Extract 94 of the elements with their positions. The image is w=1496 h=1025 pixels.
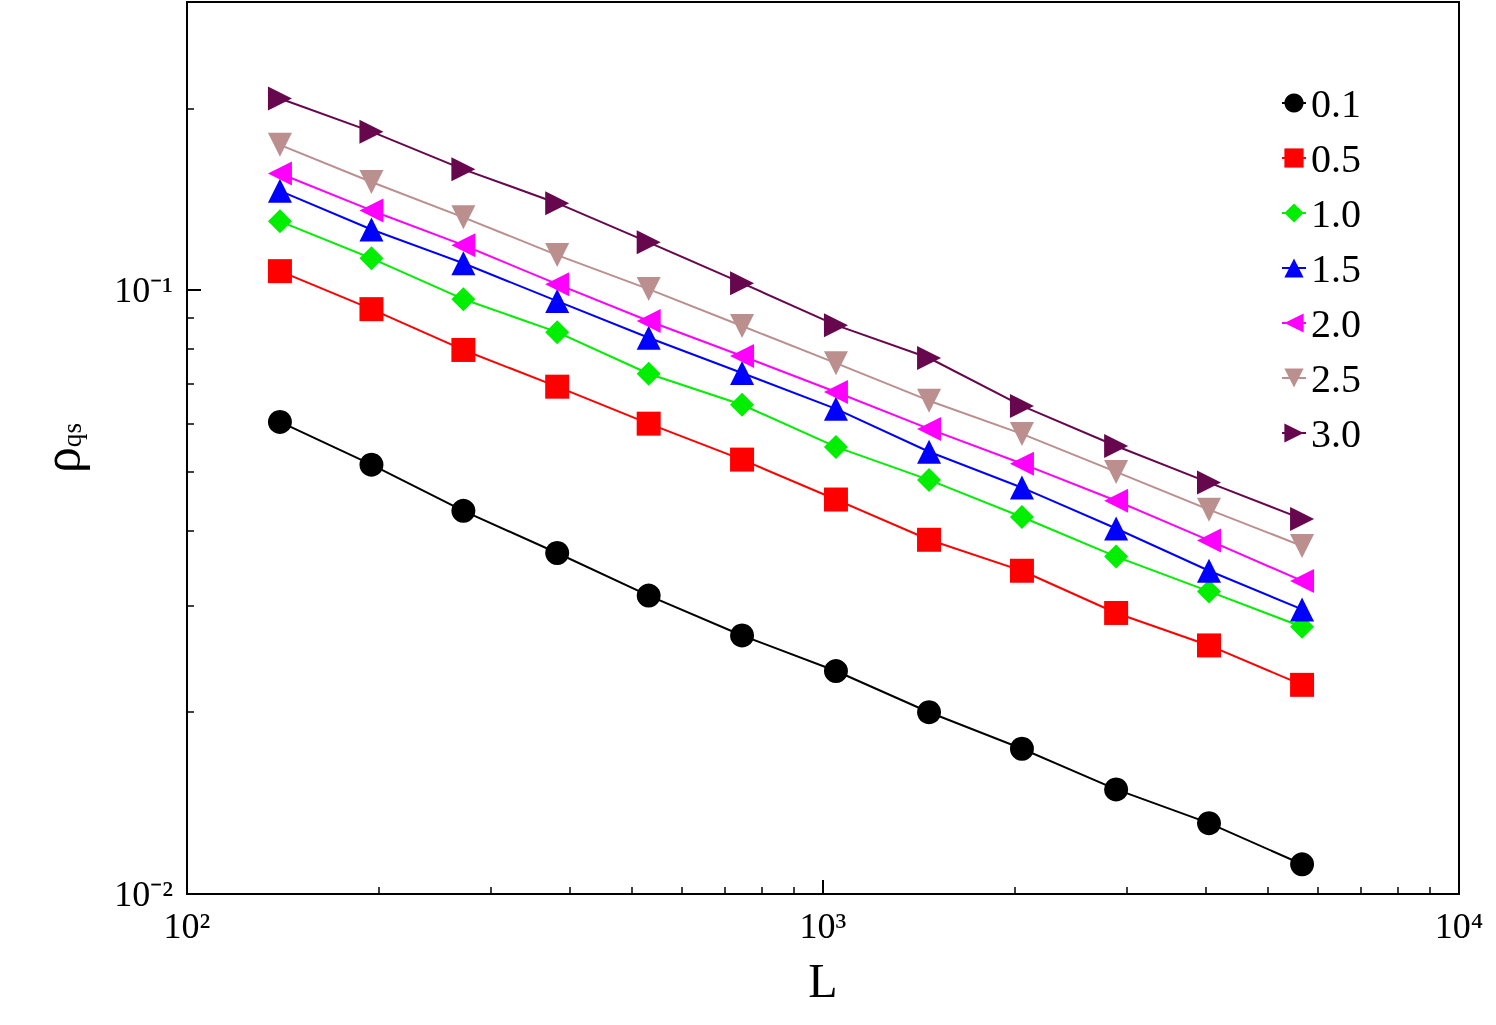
point <box>730 361 755 386</box>
point <box>636 411 661 436</box>
point <box>267 259 292 284</box>
point <box>545 243 570 268</box>
point <box>267 86 292 111</box>
point <box>545 541 570 565</box>
point <box>730 623 755 648</box>
point <box>1290 533 1315 558</box>
point <box>267 132 292 157</box>
point <box>730 271 755 296</box>
point <box>823 351 848 376</box>
point <box>451 287 476 312</box>
point <box>359 119 384 144</box>
point <box>1104 459 1129 484</box>
point <box>917 700 942 725</box>
point <box>1009 558 1034 583</box>
x-axis-title: L <box>808 953 838 1007</box>
point <box>1197 470 1221 495</box>
point <box>636 361 661 386</box>
point <box>359 246 384 271</box>
point <box>1197 497 1221 522</box>
point <box>1009 475 1034 500</box>
point <box>545 289 570 314</box>
point <box>359 198 384 223</box>
legend-label: 2.0 <box>1311 300 1361 346</box>
point <box>1009 505 1034 530</box>
point <box>545 374 570 399</box>
point <box>823 487 848 512</box>
point <box>917 345 942 370</box>
legend-label: 1.0 <box>1311 190 1361 236</box>
point <box>1197 811 1221 836</box>
point <box>451 205 476 230</box>
point <box>1009 393 1034 418</box>
point <box>917 388 942 413</box>
legend-label: 0.5 <box>1311 135 1361 181</box>
point <box>730 447 755 472</box>
point <box>1197 633 1221 658</box>
legend-label: 1.5 <box>1311 245 1361 291</box>
point <box>1197 558 1221 583</box>
point <box>1104 488 1129 513</box>
x-tick-label: 10³ <box>799 906 847 946</box>
point <box>267 161 292 186</box>
point <box>636 277 661 302</box>
point <box>1104 433 1129 458</box>
point <box>1290 852 1315 877</box>
point <box>917 416 942 441</box>
point <box>823 313 848 338</box>
point <box>636 583 661 608</box>
point <box>917 527 942 552</box>
point <box>451 251 476 276</box>
point <box>1104 777 1129 802</box>
point <box>1197 528 1221 553</box>
legend-label: 2.5 <box>1311 355 1361 401</box>
point <box>267 178 292 203</box>
point <box>1290 506 1315 531</box>
point <box>917 439 942 464</box>
legend-label: 0.1 <box>1311 80 1361 126</box>
point <box>823 396 848 421</box>
legend-label: 3.0 <box>1311 410 1361 456</box>
y-tick-label: 10⁻¹ <box>114 270 173 311</box>
point <box>823 659 848 684</box>
point <box>1104 516 1129 541</box>
point <box>823 434 848 459</box>
point <box>545 320 570 345</box>
point <box>1290 672 1315 697</box>
point <box>451 233 476 258</box>
point <box>451 337 476 362</box>
point <box>823 380 848 405</box>
point <box>1009 451 1034 476</box>
point <box>917 467 942 492</box>
point <box>359 170 384 195</box>
point <box>1290 568 1315 593</box>
point <box>636 308 661 333</box>
point <box>451 498 476 523</box>
point <box>730 343 755 368</box>
point <box>545 272 570 297</box>
point <box>451 157 476 182</box>
point <box>359 297 384 322</box>
point <box>1009 736 1034 761</box>
point <box>636 325 661 350</box>
point <box>1290 597 1315 622</box>
point <box>267 409 292 434</box>
point <box>359 452 384 477</box>
point <box>1104 600 1129 625</box>
point <box>730 314 755 339</box>
point <box>359 217 384 242</box>
point <box>267 209 292 234</box>
point <box>1009 421 1034 446</box>
y-axis-title: ρqs <box>32 422 90 474</box>
point <box>545 191 570 216</box>
point <box>730 392 755 417</box>
x-tick-label: 10⁴ <box>1434 906 1484 946</box>
point <box>1104 544 1129 569</box>
point <box>636 230 661 255</box>
